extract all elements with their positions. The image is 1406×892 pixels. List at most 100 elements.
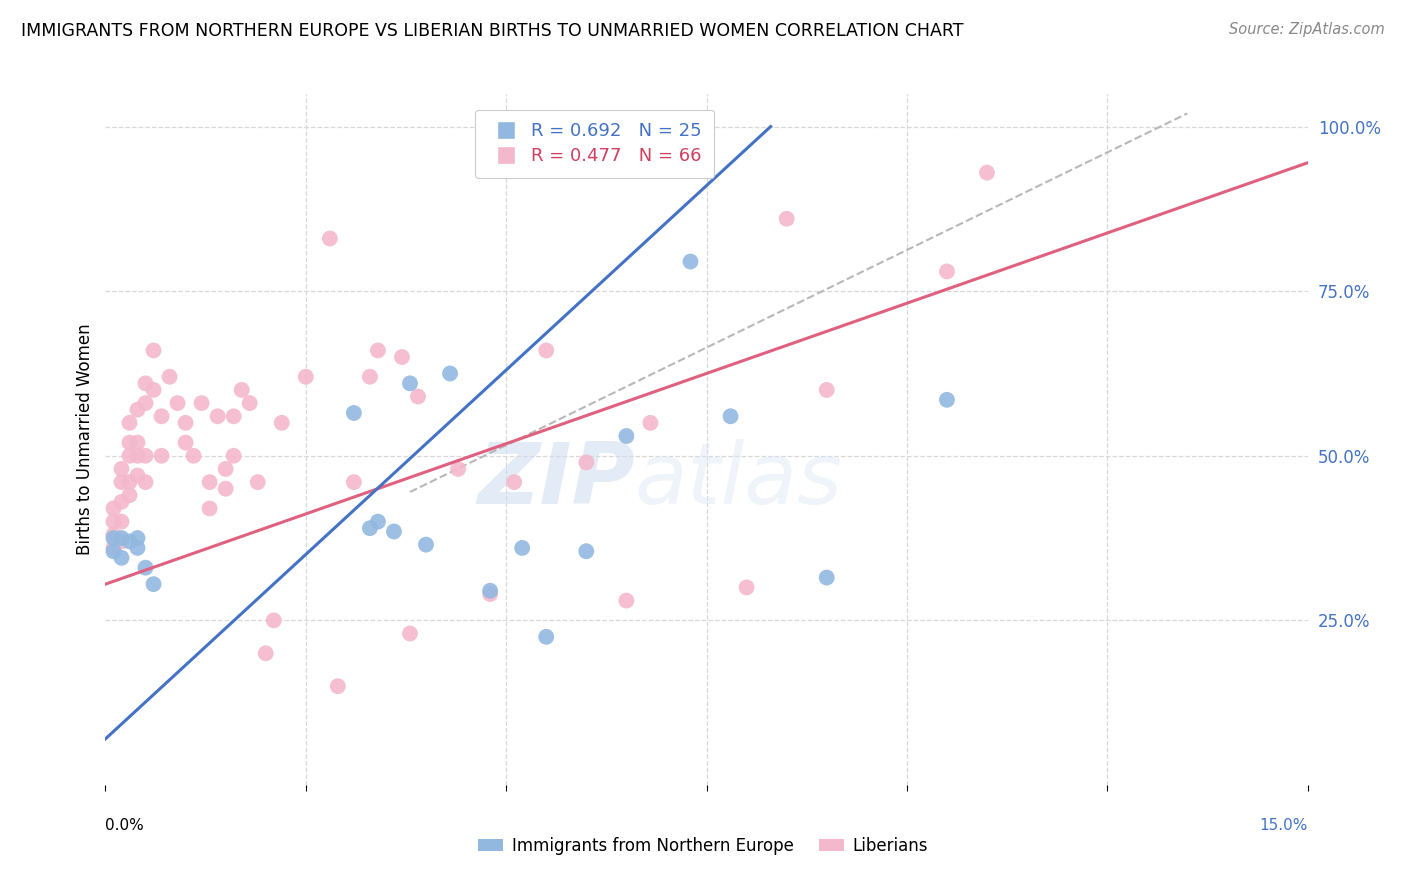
Point xyxy=(142,383,165,397)
Point xyxy=(118,488,141,502)
Point xyxy=(295,369,318,384)
Point xyxy=(503,475,526,489)
Text: 0.0%: 0.0% xyxy=(105,818,145,832)
Point xyxy=(640,416,662,430)
Point xyxy=(174,416,197,430)
Legend: Immigrants from Northern Europe, Liberians: Immigrants from Northern Europe, Liberia… xyxy=(472,830,934,862)
Point xyxy=(110,550,132,565)
Point xyxy=(447,462,470,476)
Point xyxy=(367,343,389,358)
Point xyxy=(135,449,157,463)
Point xyxy=(399,626,422,640)
Point xyxy=(263,613,285,627)
Point xyxy=(231,383,253,397)
Point xyxy=(110,531,132,545)
Point xyxy=(135,376,157,391)
Point xyxy=(254,646,277,660)
Point xyxy=(391,350,413,364)
Point xyxy=(679,254,702,268)
Point xyxy=(359,369,381,384)
Point xyxy=(103,544,125,558)
Point xyxy=(510,541,533,555)
Point xyxy=(976,166,998,180)
Point xyxy=(118,416,141,430)
Point xyxy=(406,390,429,404)
Point xyxy=(103,531,125,545)
Point xyxy=(575,455,598,469)
Point xyxy=(183,449,205,463)
Point xyxy=(166,396,188,410)
Point xyxy=(479,583,502,598)
Point xyxy=(936,392,959,407)
Text: atlas: atlas xyxy=(634,439,842,523)
Point xyxy=(815,571,838,585)
Point xyxy=(616,593,638,607)
Point xyxy=(207,409,229,424)
Point xyxy=(616,429,638,443)
Point xyxy=(319,231,342,245)
Point xyxy=(326,679,349,693)
Point xyxy=(382,524,405,539)
Point xyxy=(135,475,157,489)
Point xyxy=(367,515,389,529)
Point xyxy=(142,343,165,358)
Point xyxy=(103,541,125,555)
Text: 15.0%: 15.0% xyxy=(1260,818,1308,832)
Point xyxy=(399,376,422,391)
Point xyxy=(415,538,437,552)
Point xyxy=(110,462,132,476)
Point xyxy=(150,449,173,463)
Point xyxy=(118,475,141,489)
Point xyxy=(222,449,245,463)
Point xyxy=(110,495,132,509)
Point xyxy=(110,515,132,529)
Legend: R = 0.692   N = 25, R = 0.477   N = 66: R = 0.692 N = 25, R = 0.477 N = 66 xyxy=(475,110,714,178)
Point xyxy=(222,409,245,424)
Point xyxy=(735,581,758,595)
Point xyxy=(142,577,165,591)
Point xyxy=(270,416,292,430)
Point xyxy=(159,369,181,384)
Point xyxy=(118,435,141,450)
Point xyxy=(776,211,799,226)
Point xyxy=(118,449,141,463)
Text: ZIP: ZIP xyxy=(477,439,634,523)
Point xyxy=(150,409,173,424)
Point xyxy=(127,449,149,463)
Point xyxy=(246,475,269,489)
Point xyxy=(198,475,221,489)
Y-axis label: Births to Unmarried Women: Births to Unmarried Women xyxy=(76,324,94,555)
Point xyxy=(439,367,461,381)
Point xyxy=(479,587,502,601)
Point xyxy=(110,475,132,489)
Point xyxy=(343,406,366,420)
Point xyxy=(103,501,125,516)
Point xyxy=(135,560,157,574)
Point xyxy=(127,435,149,450)
Point xyxy=(575,544,598,558)
Point xyxy=(534,343,557,358)
Point xyxy=(815,383,838,397)
Point xyxy=(127,402,149,417)
Point xyxy=(936,264,959,278)
Point xyxy=(239,396,262,410)
Point xyxy=(103,515,125,529)
Point xyxy=(198,501,221,516)
Point xyxy=(343,475,366,489)
Point xyxy=(174,435,197,450)
Point xyxy=(190,396,212,410)
Point xyxy=(534,630,557,644)
Point xyxy=(135,396,157,410)
Text: IMMIGRANTS FROM NORTHERN EUROPE VS LIBERIAN BIRTHS TO UNMARRIED WOMEN CORRELATIO: IMMIGRANTS FROM NORTHERN EUROPE VS LIBER… xyxy=(21,22,963,40)
Point xyxy=(359,521,381,535)
Point xyxy=(720,409,742,424)
Point xyxy=(110,534,132,549)
Point xyxy=(127,468,149,483)
Text: Source: ZipAtlas.com: Source: ZipAtlas.com xyxy=(1229,22,1385,37)
Point xyxy=(118,534,141,549)
Point xyxy=(103,528,125,542)
Point xyxy=(214,482,236,496)
Point xyxy=(127,541,149,555)
Point xyxy=(214,462,236,476)
Point xyxy=(127,531,149,545)
